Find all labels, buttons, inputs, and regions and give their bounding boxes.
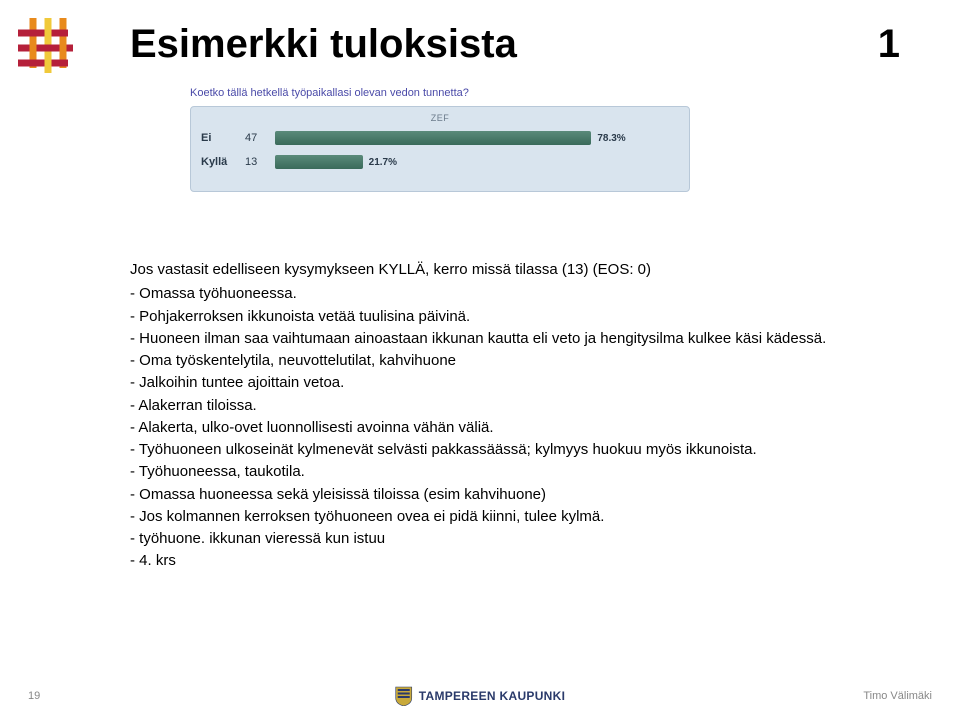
- page-title: Esimerkki tuloksista: [130, 22, 517, 67]
- footer-brand-text: TAMPEREEN KAUPUNKI: [419, 689, 566, 703]
- footer-brand-block: TAMPEREEN KAUPUNKI: [395, 686, 566, 706]
- response-line: - Omassa huoneessa sekä yleisissä tilois…: [130, 485, 900, 505]
- response-list: Jos vastasit edelliseen kysymykseen KYLL…: [130, 260, 900, 574]
- bar-percent: 21.7%: [369, 157, 397, 168]
- survey-chart: Koetko tällä hetkellä työpaikallasi olev…: [190, 86, 690, 192]
- weave-icon: [18, 18, 88, 88]
- survey-question: Koetko tällä hetkellä työpaikallasi olev…: [190, 86, 690, 100]
- bar-count: 47: [245, 132, 267, 144]
- response-line: Jos vastasit edelliseen kysymykseen KYLL…: [130, 260, 900, 280]
- bar-track: 21.7%: [275, 155, 679, 169]
- bar-percent: 78.3%: [597, 133, 625, 144]
- slide-number: 19: [28, 690, 40, 702]
- chart-box: ZEF Ei 47 78.3% Kyllä 13 21.7%: [190, 106, 690, 192]
- footer-author: Timo Välimäki: [863, 690, 932, 702]
- corner-logo: [18, 18, 88, 88]
- response-line: - Alakerta, ulko-ovet luonnollisesti avo…: [130, 418, 900, 438]
- bar-label: Ei: [201, 132, 237, 144]
- response-line: - Pohjakerroksen ikkunoista vetää tuulis…: [130, 307, 900, 327]
- page-title-number: 1: [878, 22, 900, 67]
- response-line: - Alakerran tiloissa.: [130, 396, 900, 416]
- response-line: - Oma työskentelytila, neuvottelutilat, …: [130, 351, 900, 371]
- response-line: - Huoneen ilman saa vaihtumaan ainoastaa…: [130, 329, 900, 349]
- chart-bar-row: Ei 47 78.3%: [201, 131, 679, 145]
- bar-count: 13: [245, 156, 267, 168]
- zef-label: ZEF: [201, 113, 679, 123]
- bar-label: Kyllä: [201, 156, 237, 168]
- slide-footer: 19 TAMPEREEN KAUPUNKI Timo Välimäki: [0, 690, 960, 702]
- response-line: - Jos kolmannen kerroksen työhuoneen ove…: [130, 507, 900, 527]
- bar-fill: [275, 131, 591, 145]
- response-line: - Jalkoihin tuntee ajoittain vetoa.: [130, 373, 900, 393]
- response-line: - 4. krs: [130, 551, 900, 571]
- tampere-crest-icon: [395, 686, 413, 706]
- response-line: - Työhuoneen ulkoseinät kylmenevät selvä…: [130, 440, 900, 460]
- response-line: - Omassa työhuoneessa.: [130, 284, 900, 304]
- response-line: - työhuone. ikkunan vieressä kun istuu: [130, 529, 900, 549]
- bar-fill: [275, 155, 363, 169]
- bar-track: 78.3%: [275, 131, 679, 145]
- response-line: - Työhuoneessa, taukotila.: [130, 462, 900, 482]
- chart-bar-row: Kyllä 13 21.7%: [201, 155, 679, 169]
